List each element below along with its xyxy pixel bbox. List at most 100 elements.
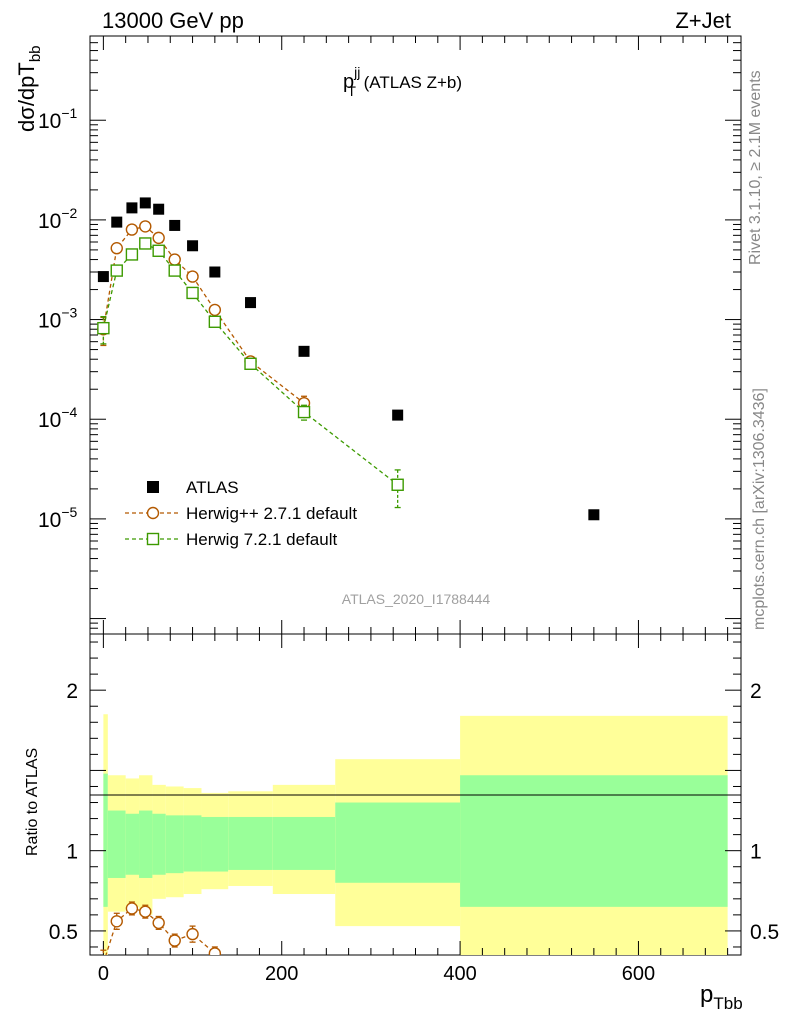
data-point <box>168 253 181 266</box>
plot-title: pjj T (ATLAS Z+b) <box>343 64 462 99</box>
data-point <box>391 478 404 491</box>
stat-uncertainty-band <box>165 815 184 874</box>
y-tick-base: 10 <box>38 110 61 133</box>
data-point <box>186 270 199 283</box>
y-tick-base: 10 <box>38 409 61 432</box>
ratio-tick-label-right: 2 <box>750 680 762 703</box>
rivet-label: Rivet 3.1.10, ≥ 2.1M events <box>747 70 764 265</box>
x-tick-label: 400 <box>443 963 476 985</box>
atlas-data-point <box>126 202 138 214</box>
data-point <box>152 916 165 930</box>
legend-item: Herwig++ 2.7.1 default <box>125 504 357 523</box>
header-left: 13000 GeV pp <box>102 8 244 33</box>
plot-title-main: p <box>343 71 354 93</box>
data-point <box>152 244 165 257</box>
y-axis-label-top: dσ/dpTbb <box>14 45 44 132</box>
y-tick-base: 10 <box>38 509 61 532</box>
data-point <box>139 905 152 918</box>
y-tick-label: 10−5 <box>38 504 78 532</box>
ratio-data-series <box>100 901 222 955</box>
x-tick-label: 0 <box>98 963 109 985</box>
atlas-data-point <box>588 509 600 521</box>
plot-title-rest: (ATLAS Z+b) <box>359 73 462 92</box>
data-point <box>168 264 181 277</box>
x-tick-label: 600 <box>622 963 655 985</box>
atlas-data-point <box>209 266 221 278</box>
plot-title-sup: jj <box>353 64 360 80</box>
stat-uncertainty-band <box>152 813 166 875</box>
x-axis-label-main: p <box>700 981 713 1008</box>
stat-uncertainty-band <box>183 815 202 872</box>
y-tick-exponent: −4 <box>61 404 77 420</box>
atlas-data-point <box>187 240 199 252</box>
ratio-tick-label-left: 1 <box>66 841 78 864</box>
stat-uncertainty-band <box>272 816 336 870</box>
y-axis-label-sub: bb <box>27 45 44 62</box>
data-point <box>110 241 123 255</box>
y-tick-base: 10 <box>38 210 61 233</box>
x-axis-label: pTbb <box>700 981 743 1013</box>
x-axis-label-sub: Tbb <box>713 994 742 1013</box>
atlas-data-point <box>298 345 310 357</box>
data-point <box>186 927 199 941</box>
y-tick-base: 10 <box>38 310 61 333</box>
data-point <box>125 223 139 236</box>
y-tick-label: 10−4 <box>38 404 78 432</box>
y-tick-label: 10−2 <box>38 205 78 233</box>
mcplots-label: mcplots.cern.ch [arXiv:1306.3436] <box>751 388 768 630</box>
ratio-tick-label-right: 1 <box>750 841 762 864</box>
legend-marker <box>146 506 160 520</box>
stat-uncertainty-band <box>103 773 108 907</box>
x-tick-label: 200 <box>265 963 298 985</box>
stat-uncertainty-band <box>460 775 728 907</box>
stat-uncertainty-band <box>201 816 229 872</box>
legend-label: Herwig 7.2.1 default <box>186 530 337 549</box>
data-point <box>208 303 222 317</box>
legend-label: Herwig++ 2.7.1 default <box>186 504 357 523</box>
y-tick-exponent: −3 <box>61 305 77 321</box>
data-point <box>186 286 199 300</box>
atlas-data-point <box>111 216 123 228</box>
series-line <box>102 225 305 404</box>
data-point <box>208 315 222 328</box>
legend-item: Herwig 7.2.1 default <box>125 530 337 549</box>
data-point <box>168 934 181 947</box>
header-right: Z+Jet <box>675 8 731 33</box>
atlas-data-point <box>97 271 109 283</box>
ratio-tick-label-left: 2 <box>66 680 78 703</box>
data-point <box>297 405 311 419</box>
legend-item: ATLAS <box>147 478 239 497</box>
atlas-data-point <box>392 409 404 421</box>
data-point <box>125 902 139 915</box>
analysis-id: ATLAS_2020_I1788444 <box>342 591 491 607</box>
stat-uncertainty-band <box>335 802 461 883</box>
data-point <box>110 264 123 277</box>
y-tick-label: 10−3 <box>38 305 78 333</box>
data-point <box>152 231 165 245</box>
stat-uncertainty-band <box>107 810 126 878</box>
atlas-data-point <box>169 219 181 231</box>
y-tick-exponent: −5 <box>61 504 77 520</box>
y-axis-label-main: dσ/dpT <box>14 62 39 132</box>
main-data-series <box>97 197 600 521</box>
ratio-tick-label-left: 0.5 <box>49 921 78 944</box>
y-tick-label: 10−1 <box>38 105 78 133</box>
plot-title-sub: T <box>347 83 356 99</box>
stat-uncertainty-band <box>228 816 273 870</box>
data-point <box>125 248 139 261</box>
data-point <box>97 321 110 335</box>
data-point <box>208 947 222 955</box>
atlas-data-point <box>245 297 257 309</box>
stat-uncertainty-band <box>125 813 140 875</box>
y-tick-exponent: −2 <box>61 205 77 221</box>
data-point <box>139 220 152 233</box>
y-axis-label-bottom: Ratio to ATLAS <box>24 748 41 856</box>
data-point <box>244 357 257 370</box>
legend-marker <box>147 481 159 493</box>
ratio-tick-label-right: 0.5 <box>750 921 779 944</box>
data-point <box>110 915 123 928</box>
ratio-uncertainty-bands <box>103 714 728 955</box>
data-point <box>139 237 152 250</box>
